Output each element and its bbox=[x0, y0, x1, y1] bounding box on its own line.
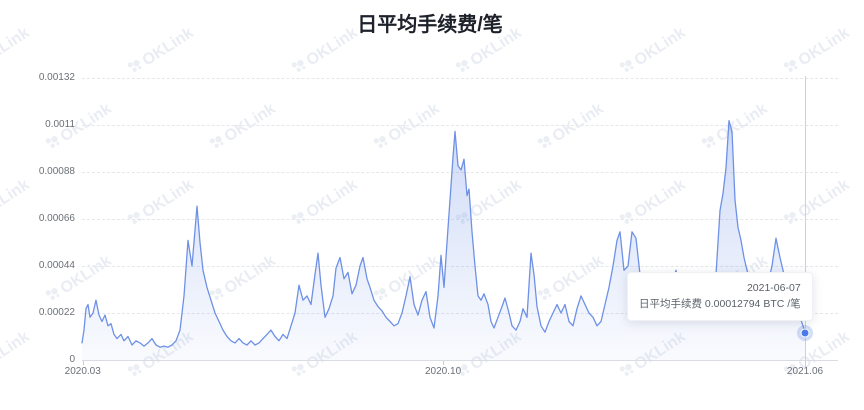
y-axis-label: 0.00044 bbox=[38, 260, 75, 271]
x-axis-tick bbox=[82, 361, 84, 365]
tooltip-row: 日平均手续费 0.00012794 BTC /笔 bbox=[639, 296, 801, 312]
x-axis-label: 2020.10 bbox=[424, 366, 462, 377]
tooltip: 2021-06-07 日平均手续费 0.00012794 BTC /笔 bbox=[627, 272, 813, 321]
y-axis-label: 0.00066 bbox=[38, 213, 75, 224]
y-axis-label: 0 bbox=[69, 354, 75, 365]
crosshair-line bbox=[805, 76, 806, 367]
y-axis-label: 0.00088 bbox=[38, 166, 75, 177]
y-gridline bbox=[82, 78, 838, 79]
tooltip-date: 2021-06-07 bbox=[746, 282, 801, 294]
tooltip-value: 0.00012794 bbox=[704, 298, 761, 311]
tooltip-unit: BTC /笔 bbox=[763, 298, 801, 311]
y-axis-label: 0.00132 bbox=[38, 72, 75, 83]
y-gridline bbox=[82, 125, 838, 126]
y-axis-label: 0.0011 bbox=[45, 119, 75, 130]
x-axis-label: 2020.03 bbox=[64, 366, 101, 377]
x-axis-line bbox=[82, 360, 838, 361]
x-axis-tick bbox=[443, 361, 445, 365]
y-axis-label: 0.00022 bbox=[38, 307, 75, 318]
hover-point-marker bbox=[800, 328, 810, 338]
tooltip-series-label: 日平均手续费 bbox=[639, 298, 702, 311]
fee-series-area bbox=[82, 120, 805, 360]
chart-title: 日平均手续费/笔 bbox=[357, 14, 503, 36]
x-axis-label: 2021.06 bbox=[786, 366, 824, 377]
